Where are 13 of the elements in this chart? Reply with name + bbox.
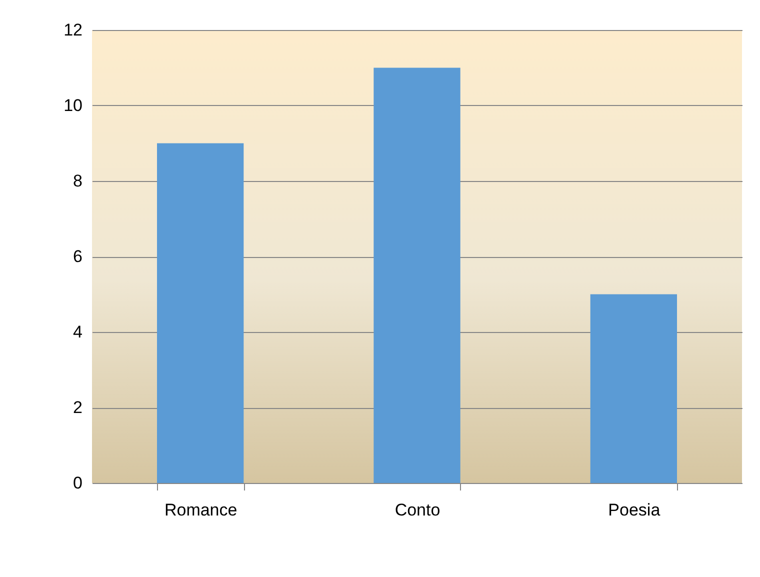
bar [157, 143, 244, 483]
y-tick-label: 0 [73, 474, 82, 492]
bar [374, 68, 460, 483]
y-tick-label: 8 [73, 172, 82, 190]
y-tick-label: 10 [64, 96, 82, 115]
y-tick-label: 4 [73, 322, 82, 342]
x-tick-label: Poesia [608, 500, 661, 520]
y-tick-label: 2 [73, 398, 82, 417]
x-tick-label: Romance [164, 500, 238, 520]
y-tick-label: 12 [64, 20, 82, 40]
bar [590, 294, 677, 483]
y-tick-label: 6 [73, 247, 82, 266]
x-tick-label: Conto [394, 500, 440, 520]
